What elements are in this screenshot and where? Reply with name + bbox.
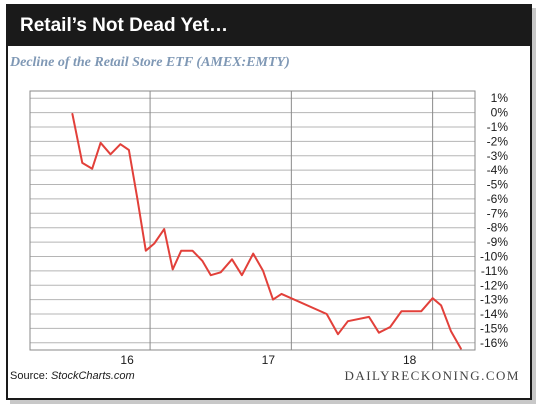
title-bar: Retail’s Not Dead Yet… [8,6,530,46]
y-tick-label: -12% [480,278,508,292]
chart-subtitle: Decline of the Retail Store ETF (AMEX:EM… [10,55,290,70]
source-label: Source: [10,370,51,382]
y-tick-label: -15% [480,321,508,335]
y-tick-label: -8% [487,221,509,235]
y-tick-label: -4% [487,163,509,177]
plot-area [29,90,476,351]
x-tick-label: 16 [120,353,134,367]
y-tick-label: 0% [491,106,509,120]
y-tick-label: -9% [487,235,509,249]
chart-frame: Retail’s Not Dead Yet… [6,4,532,400]
y-tick-label: -3% [487,149,509,163]
y-tick-label: -10% [480,249,508,263]
source-credit: Source: StockCharts.com [10,370,135,382]
y-tick-label: -6% [487,192,509,206]
y-tick-label: -16% [480,336,508,350]
brand-watermark: DAILYRECKONING.COM [344,368,520,383]
y-tick-label: -5% [487,178,509,192]
y-tick-label: -13% [480,293,508,307]
y-tick-label: -14% [480,307,508,321]
source-name: StockCharts.com [50,370,135,382]
y-tick-label: -2% [487,134,509,148]
x-tick-label: 18 [403,353,417,367]
y-tick-label: -1% [487,120,509,134]
y-tick-label: 1% [491,91,509,105]
series-line [71,113,462,350]
y-tick-label: -7% [487,206,509,220]
x-tick-label: 17 [262,353,276,367]
page-title: Retail’s Not Dead Yet… [20,15,229,36]
y-tick-label: -11% [481,264,508,278]
